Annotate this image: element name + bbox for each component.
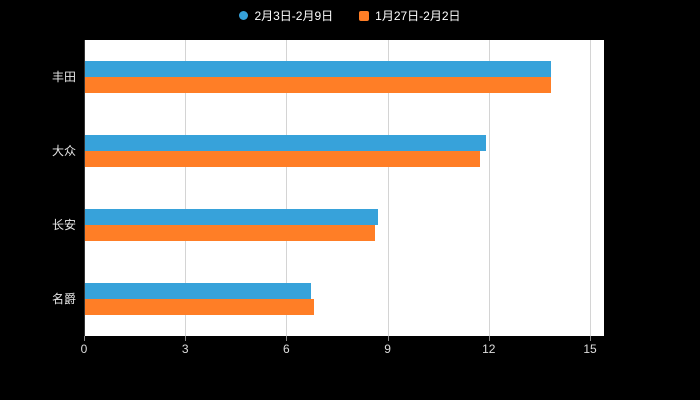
plot-area xyxy=(84,40,604,336)
x-axis-tick-label: 3 xyxy=(181,342,189,356)
bar-丰田-series1 xyxy=(85,77,551,93)
x-axis-tick xyxy=(387,336,389,341)
x-axis-tick-label: 6 xyxy=(283,342,290,356)
legend-marker-icon xyxy=(359,10,370,21)
y-axis-category-label: 大众 xyxy=(51,144,76,158)
legend: 2月3日-2月9日 1月27日-2月2日 xyxy=(0,7,700,24)
bar-名爵-series0 xyxy=(85,283,311,299)
gridline xyxy=(286,40,288,336)
x-axis-tick-label: 0 xyxy=(80,342,88,356)
legend-marker-icon xyxy=(239,11,249,20)
bar-大众-series0 xyxy=(85,135,487,151)
bar-大众-series1 xyxy=(85,151,480,167)
gridline xyxy=(590,40,591,336)
gridline xyxy=(488,40,490,336)
legend-item-1[interactable]: 1月27日-2月2日 xyxy=(359,7,461,24)
bar-长安-series1 xyxy=(85,225,376,241)
gridline xyxy=(387,40,389,336)
y-axis-category-label: 丰田 xyxy=(51,70,76,84)
legend-label: 2月3日-2月9日 xyxy=(254,9,334,23)
x-axis-tick xyxy=(488,336,490,341)
legend-item-0[interactable]: 2月3日-2月9日 xyxy=(239,7,333,24)
bar-长安-series0 xyxy=(85,209,379,225)
x-axis-tick xyxy=(84,336,85,341)
legend-label: 1月27日-2月2日 xyxy=(375,9,461,23)
gridline xyxy=(185,40,187,336)
x-axis-tick-label: 12 xyxy=(482,342,496,356)
x-axis-tick xyxy=(590,336,591,341)
bar-丰田-series0 xyxy=(85,61,551,77)
x-axis-tick-label: 9 xyxy=(384,342,391,356)
bar-名爵-series1 xyxy=(85,299,315,315)
y-axis-category-label: 名爵 xyxy=(51,292,76,306)
y-axis-category-label: 长安 xyxy=(51,218,76,232)
x-axis-tick-label: 15 xyxy=(583,342,597,356)
x-axis-tick xyxy=(286,336,288,341)
y-axis-line xyxy=(84,40,85,336)
x-axis-tick xyxy=(185,336,187,341)
